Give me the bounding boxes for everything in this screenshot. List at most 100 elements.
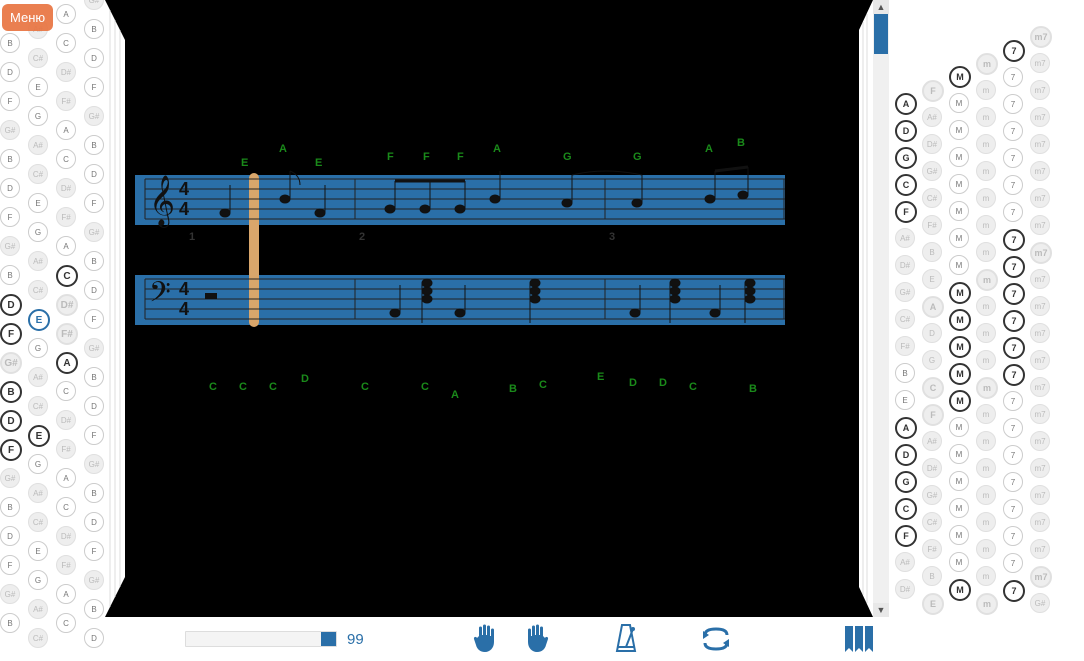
right-key-m7[interactable]: m7: [1030, 188, 1050, 208]
left-key-B[interactable]: B: [84, 367, 104, 387]
left-key-D[interactable]: D: [0, 178, 20, 198]
right-key-D[interactable]: D: [895, 120, 917, 142]
right-key-C[interactable]: C: [922, 377, 944, 399]
vertical-scrollbar[interactable]: ▲ ▼: [873, 0, 889, 617]
left-key-Gs[interactable]: G#: [84, 106, 104, 126]
right-key-B[interactable]: B: [922, 566, 942, 586]
left-key-F[interactable]: F: [84, 77, 104, 97]
left-key-As[interactable]: A#: [28, 251, 48, 271]
right-key-M[interactable]: M: [949, 309, 971, 331]
right-key-Ds[interactable]: D#: [895, 579, 915, 599]
right-key-A[interactable]: A: [895, 93, 917, 115]
right-key-m[interactable]: m: [976, 80, 996, 100]
left-key-C[interactable]: C: [56, 497, 76, 517]
right-key-m[interactable]: m: [976, 161, 996, 181]
left-key-C[interactable]: C: [56, 265, 78, 287]
right-key-m7[interactable]: m7: [1030, 323, 1050, 343]
left-key-A[interactable]: A: [56, 468, 76, 488]
right-key-m[interactable]: m: [976, 269, 998, 291]
right-key-m7[interactable]: m7: [1030, 350, 1050, 370]
scroll-up-icon[interactable]: ▲: [873, 0, 889, 14]
right-key-m[interactable]: m: [976, 458, 996, 478]
right-key-As[interactable]: A#: [922, 107, 942, 127]
left-key-Fs[interactable]: F#: [56, 323, 78, 345]
left-key-Cs[interactable]: C#: [28, 164, 48, 184]
left-key-G[interactable]: G: [28, 570, 48, 590]
score-viewport[interactable]: 𝄞 4 4: [105, 0, 873, 617]
right-key-E[interactable]: E: [895, 390, 915, 410]
right-key-Ds[interactable]: D#: [922, 458, 942, 478]
left-key-B[interactable]: B: [84, 599, 104, 619]
left-key-As[interactable]: A#: [28, 483, 48, 503]
left-key-B[interactable]: B: [84, 251, 104, 271]
left-key-F[interactable]: F: [0, 555, 20, 575]
left-key-Fs[interactable]: F#: [56, 207, 76, 227]
right-key-7[interactable]: 7: [1003, 256, 1025, 278]
right-key-m7[interactable]: m7: [1030, 134, 1050, 154]
right-key-M[interactable]: M: [949, 282, 971, 304]
right-key-F[interactable]: F: [922, 404, 944, 426]
right-key-7[interactable]: 7: [1003, 472, 1023, 492]
right-key-B[interactable]: B: [895, 363, 915, 383]
right-key-7[interactable]: 7: [1003, 229, 1025, 251]
right-hand-button[interactable]: [516, 621, 556, 657]
right-key-As[interactable]: A#: [922, 431, 942, 451]
right-key-M[interactable]: M: [949, 444, 969, 464]
right-key-B[interactable]: B: [922, 242, 942, 262]
left-key-E[interactable]: E: [28, 193, 48, 213]
right-key-M[interactable]: M: [949, 498, 969, 518]
tempo-slider[interactable]: [185, 631, 337, 647]
right-key-M[interactable]: M: [949, 336, 971, 358]
left-key-A[interactable]: A: [56, 236, 76, 256]
right-key-m7[interactable]: m7: [1030, 80, 1050, 100]
right-key-m7[interactable]: m7: [1030, 26, 1052, 48]
left-hand-button[interactable]: [466, 621, 506, 657]
left-key-B[interactable]: B: [0, 265, 20, 285]
left-key-As[interactable]: A#: [28, 599, 48, 619]
right-key-m7[interactable]: m7: [1030, 161, 1050, 181]
right-key-7[interactable]: 7: [1003, 391, 1023, 411]
menu-button[interactable]: Меню: [2, 4, 53, 31]
left-key-Gs[interactable]: G#: [84, 222, 104, 242]
left-key-F[interactable]: F: [84, 425, 104, 445]
right-key-7[interactable]: 7: [1003, 310, 1025, 332]
right-key-m[interactable]: m: [976, 53, 998, 75]
right-key-m7[interactable]: m7: [1030, 215, 1050, 235]
right-key-m[interactable]: m: [976, 512, 996, 532]
right-key-M[interactable]: M: [949, 201, 969, 221]
left-key-D[interactable]: D: [84, 512, 104, 532]
right-key-7[interactable]: 7: [1003, 283, 1025, 305]
left-key-Cs[interactable]: C#: [28, 48, 48, 68]
right-key-m7[interactable]: m7: [1030, 512, 1050, 532]
right-key-Fs[interactable]: F#: [922, 539, 942, 559]
left-key-Fs[interactable]: F#: [56, 555, 76, 575]
left-key-Gs[interactable]: G#: [0, 584, 20, 604]
left-key-Ds[interactable]: D#: [56, 178, 76, 198]
right-key-M[interactable]: M: [949, 579, 971, 601]
left-key-D[interactable]: D: [84, 280, 104, 300]
left-key-Cs[interactable]: C#: [28, 512, 48, 532]
right-key-7[interactable]: 7: [1003, 526, 1023, 546]
left-key-B[interactable]: B: [0, 497, 20, 517]
left-key-As[interactable]: A#: [28, 135, 48, 155]
right-key-m[interactable]: m: [976, 593, 998, 615]
left-key-G[interactable]: G: [28, 222, 48, 242]
right-key-M[interactable]: M: [949, 471, 969, 491]
left-key-Ds[interactable]: D#: [56, 62, 76, 82]
right-key-m7[interactable]: m7: [1030, 539, 1050, 559]
right-key-G[interactable]: G: [895, 147, 917, 169]
right-key-m7[interactable]: m7: [1030, 566, 1052, 588]
view-mode-button[interactable]: [839, 621, 879, 657]
right-key-7[interactable]: 7: [1003, 67, 1023, 87]
left-key-F[interactable]: F: [0, 439, 22, 461]
left-key-B[interactable]: B: [0, 613, 20, 633]
right-key-7[interactable]: 7: [1003, 202, 1023, 222]
left-key-B[interactable]: B: [84, 135, 104, 155]
left-key-D[interactable]: D: [84, 48, 104, 68]
right-key-F[interactable]: F: [895, 525, 917, 547]
left-key-B[interactable]: B: [0, 33, 20, 53]
right-key-m[interactable]: m: [976, 242, 996, 262]
right-key-Fs[interactable]: F#: [895, 336, 915, 356]
right-key-m[interactable]: m: [976, 188, 996, 208]
left-key-As[interactable]: A#: [28, 367, 48, 387]
